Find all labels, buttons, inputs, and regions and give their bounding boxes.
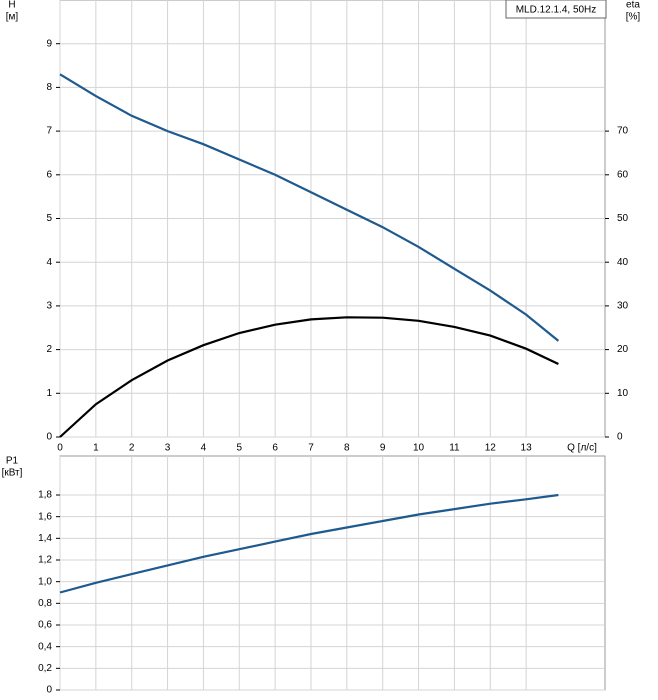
y2-axis-label: eta [626, 0, 640, 11]
y-axis-unit: [кВт] [2, 468, 23, 479]
y-axis-label: H [8, 0, 15, 11]
y-tick-label: 6 [46, 169, 52, 180]
x-tick-label: 7 [308, 443, 314, 454]
annotation-box [505, 0, 607, 19]
x-tick-label: 2 [129, 443, 135, 454]
y-tick-label: 0,4 [38, 641, 52, 652]
series-line [59, 316, 559, 438]
x-tick-label: 1 [93, 443, 99, 454]
y-tick-label: 1,8 [38, 490, 52, 501]
y2-axis-unit: [%] [626, 12, 641, 23]
y-tick-label: 1,0 [38, 576, 52, 587]
y-tick-label: 0,6 [38, 620, 52, 631]
x-tick-label: 3 [165, 443, 171, 454]
x-tick-label: 12 [485, 443, 497, 454]
y-axis-unit: [м] [6, 12, 19, 23]
x-tick-label: 8 [344, 443, 350, 454]
x-tick-label: 13 [521, 443, 533, 454]
y2-tick-label: 60 [617, 169, 629, 180]
y-tick-label: 1,6 [38, 511, 52, 522]
y2-tick-label: 40 [617, 257, 629, 268]
y2-tick-label: 10 [617, 388, 629, 399]
y-tick-label: 4 [46, 257, 52, 268]
series-line [59, 73, 560, 342]
x-tick-label: 9 [380, 443, 386, 454]
y2-tick-label: 30 [617, 301, 629, 312]
y-tick-label: 0,8 [38, 598, 52, 609]
x-tick-label: 10 [413, 443, 425, 454]
y-tick-label: 1,2 [38, 555, 52, 566]
y-tick-label: 0,2 [38, 663, 52, 674]
y-tick-label: 7 [46, 126, 52, 137]
y-tick-label: 0 [46, 432, 52, 443]
y-tick-label: 9 [46, 38, 52, 49]
x-tick-label: 0 [57, 443, 63, 454]
y-tick-label: 1 [46, 388, 52, 399]
x-axis-label: Q [л/с] [567, 443, 597, 454]
series-line [59, 493, 559, 594]
annotation: MLD.12.1.4, 50Hz [516, 5, 597, 16]
y-tick-label: 2 [46, 344, 52, 355]
y-tick-label: 1,4 [38, 533, 52, 544]
y2-tick-label: 20 [617, 344, 629, 355]
y-tick-label: 5 [46, 213, 52, 224]
x-tick-label: 4 [201, 443, 207, 454]
x-tick-label: 6 [272, 443, 278, 454]
plot-area [59, 455, 606, 691]
y-tick-label: 3 [46, 301, 52, 312]
y2-tick-label: 50 [617, 213, 629, 224]
y-axis-label: P1 [6, 456, 19, 467]
x-tick-label: 11 [449, 443, 460, 454]
x-tick-label: 5 [236, 443, 242, 454]
y-tick-label: 8 [46, 82, 52, 93]
y2-tick-label: 0 [617, 432, 623, 443]
y-tick-label: 0 [46, 685, 52, 696]
y2-tick-label: 70 [617, 126, 629, 137]
